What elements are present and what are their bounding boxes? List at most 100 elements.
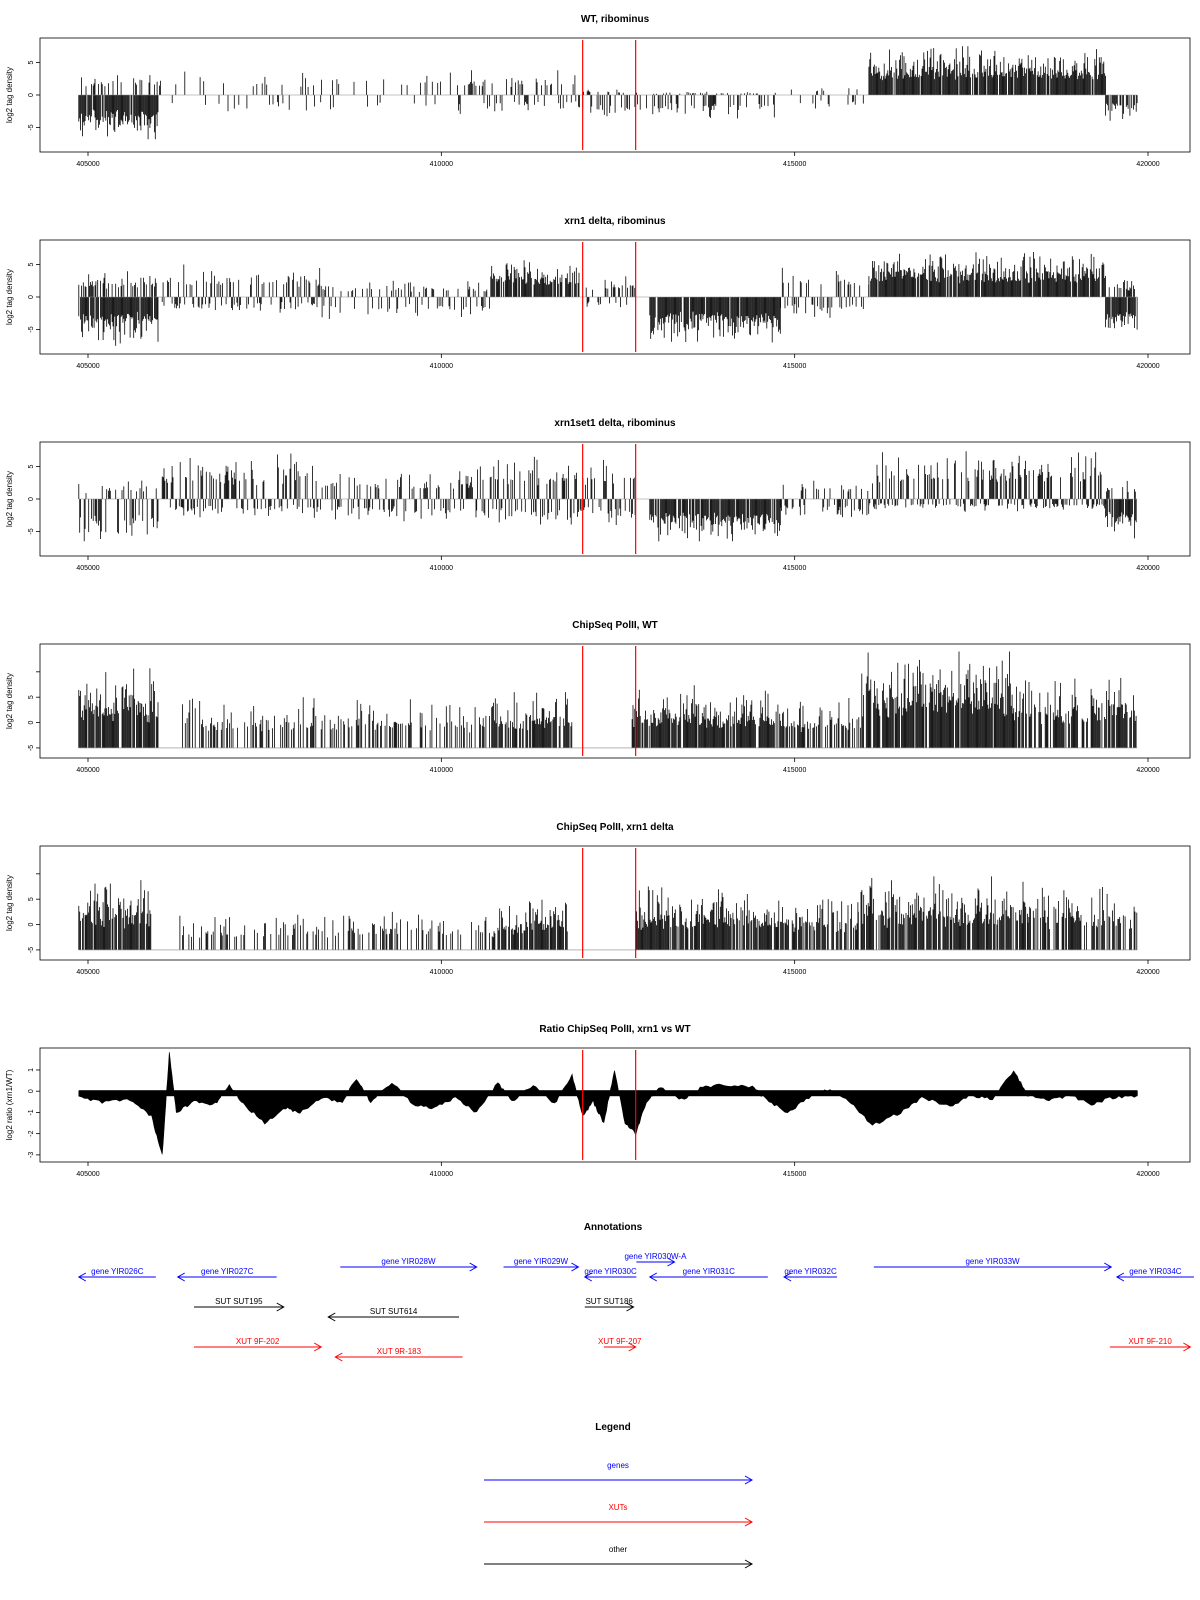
x-tick-label: 405000	[76, 363, 99, 370]
legend: Legend genes XUTs other	[484, 1422, 754, 1569]
legend-entry-other: other	[484, 1545, 754, 1569]
x-tick-label: 420000	[1136, 363, 1159, 370]
feature-label: XUT 9R-183	[377, 1347, 422, 1356]
y-tick-label: 0	[28, 1089, 35, 1093]
y-tick-label: -1	[28, 1109, 35, 1115]
y-tick-label: -5	[28, 326, 35, 332]
x-tick-label: 415000	[783, 969, 806, 976]
y-axis-label: log2 tag density	[5, 269, 14, 325]
x-tick-label: 415000	[783, 363, 806, 370]
y-tick-label: -5	[28, 528, 35, 534]
legend-label: other	[609, 1545, 628, 1554]
feature-gene: gene YIR033W	[873, 1257, 1113, 1272]
x-tick-label: 405000	[76, 161, 99, 168]
track-panels: WT, ribominus log2 tag density -5 0 5 405000 4…	[5, 14, 1191, 1178]
panel-title: WT, ribominus	[581, 14, 650, 25]
plot-frame	[39, 1047, 1191, 1163]
feature-xut: XUT 9F-210	[1109, 1337, 1192, 1352]
feature-gene: gene YIR030W-A	[624, 1252, 687, 1267]
feature-label: SUT SUT186	[585, 1297, 633, 1306]
feature-gene: gene YIR030C	[583, 1267, 637, 1282]
feature-other: SUT SUT195	[194, 1297, 285, 1312]
x-tick-label: 405000	[76, 969, 99, 976]
track-panel-3: xrn1set1 delta, ribominus log2 tag densit…	[5, 418, 1191, 572]
y-tick-label: 0	[28, 497, 35, 501]
feature-label: gene YIR031C	[683, 1267, 736, 1276]
x-tick-label: 415000	[783, 161, 806, 168]
x-tick-label: 410000	[430, 363, 453, 370]
annotations-title: Annotations	[584, 1222, 643, 1233]
annotations-track: Annotations gene YIR026C gene YIR027Cgene…	[77, 1222, 1194, 1362]
y-tick-label: 5	[28, 262, 35, 266]
y-axis-label: log2 tag density	[5, 673, 14, 729]
y-axis-label: log2 ratio (xrn1/WT)	[5, 1069, 14, 1140]
x-tick-label: 415000	[783, 767, 806, 774]
y-tick-label: 0	[28, 295, 35, 299]
x-tick-label: 410000	[430, 565, 453, 572]
y-axis-label: log2 tag density	[5, 875, 14, 931]
data-marks	[78, 46, 1138, 140]
y-tick-label: 0	[28, 93, 35, 97]
x-tick-label: 420000	[1136, 565, 1159, 572]
x-tick-label: 415000	[783, 565, 806, 572]
x-tick-label: 415000	[783, 1171, 806, 1178]
feature-other: SUT SUT614	[327, 1307, 459, 1322]
plot-frame	[39, 845, 1191, 961]
feature-label: SUT SUT195	[215, 1297, 263, 1306]
legend-label: XUTs	[608, 1503, 627, 1512]
legend-label: genes	[607, 1461, 629, 1470]
feature-xut: XUT 9R-183	[334, 1347, 463, 1362]
feature-gene: gene YIR034C	[1115, 1267, 1194, 1282]
feature-gene: gene YIR026C	[77, 1267, 156, 1282]
feature-gene: gene YIR027C	[176, 1267, 277, 1282]
feature-label: gene YIR033W	[965, 1257, 1020, 1266]
y-axis-label: log2 tag density	[5, 67, 14, 123]
track-panel-4: ChipSeq PolII, WT log2 tag density -5 0 5 405…	[5, 620, 1191, 774]
panel-title: ChipSeq PolII, WT	[572, 620, 658, 631]
feature-gene: gene YIR031C	[648, 1267, 768, 1282]
y-tick-label: 5	[28, 464, 35, 468]
feature-label: gene YIR026C	[91, 1267, 144, 1276]
ratio-baseline-band	[78, 1090, 1138, 1097]
x-tick-label: 405000	[76, 767, 99, 774]
y-tick-label: 0	[28, 923, 35, 927]
y-tick-label: -5	[28, 745, 35, 751]
plot-frame	[39, 643, 1191, 759]
track-panel-6: Ratio ChipSeq PolII, xrn1 vs WT log2 rati…	[5, 1024, 1191, 1178]
panel-title: Ratio ChipSeq PolII, xrn1 vs WT	[539, 1024, 690, 1035]
feature-gene: gene YIR028W	[340, 1257, 478, 1272]
y-tick-label: 0	[28, 721, 35, 725]
feature-xut: XUT 9F-202	[194, 1337, 323, 1352]
x-tick-label: 420000	[1136, 161, 1159, 168]
panel-title: ChipSeq PolII, xrn1 delta	[556, 822, 674, 833]
feature-label: XUT 9F-202	[236, 1337, 280, 1346]
feature-label: XUT 9F-210	[1128, 1337, 1172, 1346]
x-tick-label: 420000	[1136, 969, 1159, 976]
ratio-area	[78, 1052, 1138, 1155]
legend-entry-xut: XUTs	[484, 1503, 754, 1527]
y-axis-label: log2 tag density	[5, 471, 14, 527]
data-marks	[78, 651, 1137, 748]
x-tick-label: 405000	[76, 565, 99, 572]
data-marks	[78, 451, 1137, 542]
legend-entry-gene: genes	[484, 1461, 754, 1485]
legend-entries: genes XUTs other	[484, 1461, 754, 1569]
x-tick-label: 405000	[76, 1171, 99, 1178]
feature-gene: gene YIR032C	[783, 1267, 838, 1282]
y-tick-label: 5	[28, 695, 35, 699]
feature-label: gene YIR034C	[1129, 1267, 1182, 1276]
track-panel-5: ChipSeq PolII, xrn1 delta log2 tag densit…	[5, 822, 1191, 976]
track-panel-2: xrn1 delta, ribominus log2 tag density -5 0…	[5, 216, 1191, 370]
feature-arrows: gene YIR026C gene YIR027C gene YIR028W gene…	[77, 1252, 1194, 1362]
x-tick-label: 410000	[430, 767, 453, 774]
x-tick-label: 420000	[1136, 1171, 1159, 1178]
feature-gene: gene YIR029W	[503, 1257, 580, 1272]
x-tick-label: 410000	[430, 1171, 453, 1178]
feature-label: XUT 9F-207	[598, 1337, 642, 1346]
data-marks	[78, 252, 1138, 346]
y-tick-label: -5	[28, 124, 35, 130]
x-tick-label: 410000	[430, 969, 453, 976]
feature-label: gene YIR030C	[584, 1267, 637, 1276]
feature-label: gene YIR028W	[381, 1257, 436, 1266]
